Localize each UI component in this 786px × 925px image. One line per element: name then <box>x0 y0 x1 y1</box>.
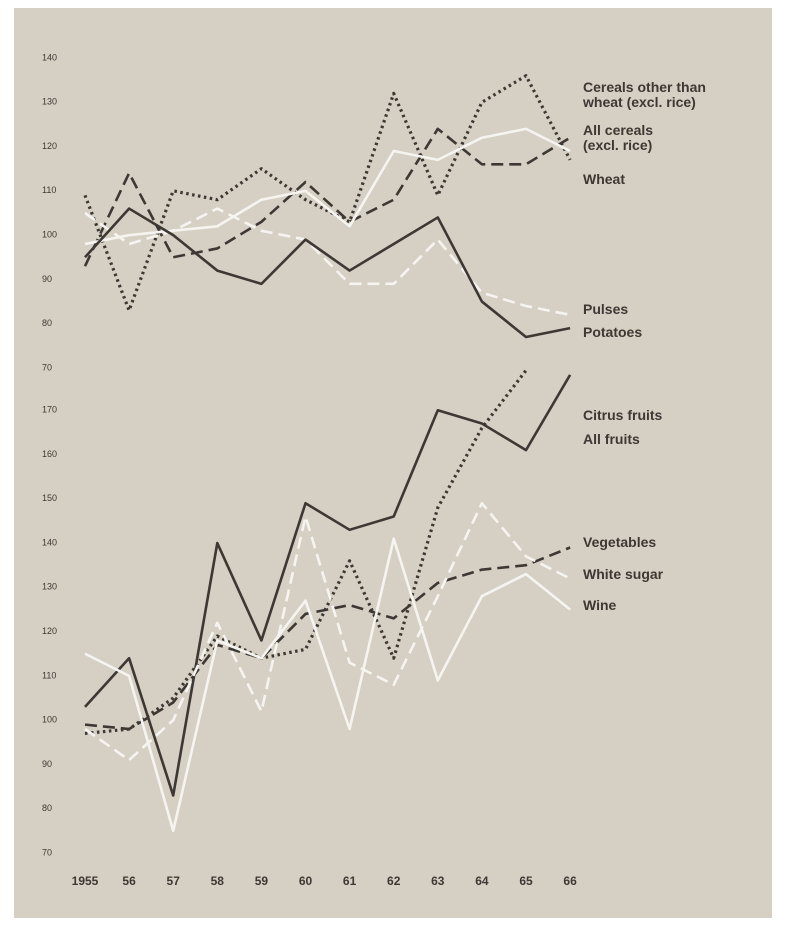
x-tick-label: 63 <box>431 874 445 888</box>
series-line <box>83 127 571 267</box>
y-tick-label: 110 <box>42 185 56 195</box>
legend-label: Cereals other than wheat (excl. rice) <box>583 79 706 110</box>
y-tick-label: 160 <box>42 449 57 459</box>
background <box>14 8 772 918</box>
x-tick-label: 56 <box>122 874 136 888</box>
x-tick-label: 64 <box>475 874 489 888</box>
series-line <box>84 207 571 317</box>
legend-label: Citrus fruits <box>583 407 663 423</box>
x-tick-label: 60 <box>299 874 313 888</box>
y-tick-label: 100 <box>42 715 57 725</box>
y-tick-label: 130 <box>42 97 57 107</box>
x-tick-label: 62 <box>387 874 401 888</box>
x-tick-label: 65 <box>519 874 533 888</box>
legend-label: Pulses <box>583 301 629 317</box>
legend-label: All fruits <box>583 431 640 447</box>
y-tick-label: 140 <box>42 52 57 62</box>
series-line <box>83 74 572 313</box>
x-tick-label: 57 <box>167 874 181 888</box>
legend-label: Wheat <box>583 171 625 187</box>
legend-label: All cereals (excl. rice) <box>583 122 654 153</box>
legend-label: Wine <box>583 597 617 613</box>
series-line <box>84 546 571 731</box>
x-tick-label: 66 <box>563 874 577 888</box>
y-tick-label: 70 <box>42 362 52 372</box>
series-line <box>84 537 571 833</box>
y-tick-label: 70 <box>42 847 52 857</box>
y-tick-label: 120 <box>42 141 57 151</box>
y-tick-label: 90 <box>42 759 52 769</box>
y-tick-label: 150 <box>42 493 57 503</box>
y-tick-label: 140 <box>42 537 57 547</box>
y-tick-label: 90 <box>42 274 52 284</box>
y-tick-label: 80 <box>42 803 52 813</box>
series-line <box>84 501 571 762</box>
x-tick-label: 61 <box>343 874 357 888</box>
x-tick-label: 58 <box>211 874 225 888</box>
legend-label: White sugar <box>583 566 664 582</box>
x-tick-label: 59 <box>255 874 269 888</box>
y-tick-label: 80 <box>42 318 52 328</box>
legend-label: Vegetables <box>583 534 657 550</box>
series-line <box>84 374 572 797</box>
y-tick-label: 130 <box>42 582 57 592</box>
y-tick-label: 100 <box>42 230 57 240</box>
series-line <box>84 369 528 736</box>
x-tick-label: 1955 <box>72 874 99 888</box>
y-tick-label: 120 <box>42 626 57 636</box>
series-line <box>84 207 571 339</box>
y-tick-label: 110 <box>42 670 56 680</box>
legend-label: Potatoes <box>583 324 643 340</box>
y-tick-label: 170 <box>42 405 57 415</box>
